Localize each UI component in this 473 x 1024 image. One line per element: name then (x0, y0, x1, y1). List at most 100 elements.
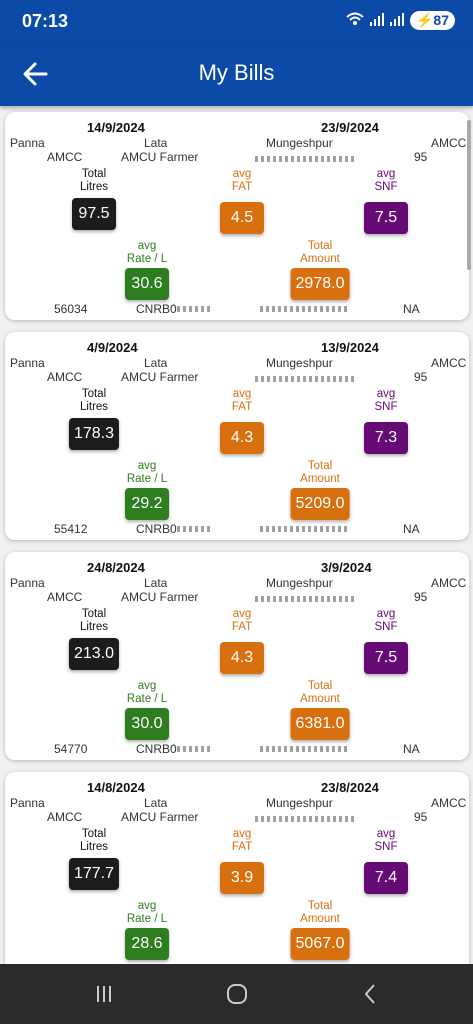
status-bar: 07:13 ⚡87 (0, 0, 473, 44)
total-amount-label-line2: Amount (300, 253, 340, 265)
bills-list[interactable]: 14/9/2024 23/9/2024 Panna Lata Mungeshpur AMC… (0, 106, 473, 964)
avg-fat-label-line1: avg (232, 168, 252, 180)
bill-card[interactable]: 14/8/2024 23/8/2024 Panna Lata Mungeshpur AMC… (5, 772, 469, 964)
avg-snf-value: 7.5 (364, 642, 408, 674)
bill-card[interactable]: 14/9/2024 23/9/2024 Panna Lata Mungeshpur AMC… (5, 112, 469, 320)
bank-code: CNRB0 (136, 302, 177, 316)
avg-snf-label-line2: SNF (374, 621, 398, 633)
avg-fat-value: 4.3 (220, 422, 264, 454)
bill-status: NA (403, 742, 420, 756)
bank-code: CNRB0 (136, 742, 177, 756)
bill-status: NA (403, 522, 420, 536)
total-amount-label-line2: Amount (300, 693, 340, 705)
total-litres-label-line1: Total (81, 828, 107, 840)
farmer-name: Lata (144, 136, 168, 150)
avg-rate-value: 30.0 (125, 708, 169, 740)
recent-apps-icon[interactable] (89, 980, 119, 1008)
total-amount-value: 2978.0 (290, 268, 350, 300)
village-name: Mungeshpur (266, 576, 333, 590)
scrollbar[interactable] (467, 120, 471, 270)
redacted-text (177, 526, 213, 532)
center-type: AMCC (431, 796, 467, 810)
avg-fat-label-line1: avg (232, 828, 252, 840)
avg-fat-label: avg FAT (232, 828, 252, 854)
avg-rate-label-line2: Rate / L (126, 473, 168, 485)
avg-fat-label-line1: avg (232, 608, 252, 620)
avg-snf-label-line2: SNF (374, 401, 398, 413)
center-name: Panna (10, 136, 45, 150)
avg-rate-label-line1: avg (137, 900, 157, 912)
avg-snf-label-line1: avg (376, 168, 396, 180)
system-nav-bar (0, 964, 473, 1024)
bill-to-date: 13/9/2024 (321, 340, 379, 355)
bill-id: 56034 (54, 302, 88, 316)
avg-snf-value: 7.4 (364, 862, 408, 894)
bill-to-date: 3/9/2024 (321, 560, 372, 575)
bill-from-date: 14/8/2024 (87, 780, 145, 795)
app-bar: My Bills (0, 44, 473, 106)
redacted-text (255, 156, 355, 162)
avg-fat-label-line1: avg (232, 388, 252, 400)
society-type: AMCC (47, 370, 83, 384)
avg-fat-label-line2: FAT (231, 401, 253, 413)
avg-fat-label-line2: FAT (231, 181, 253, 193)
total-litres-value: 177.7 (68, 858, 120, 890)
total-amount-label: Total Amount (300, 900, 340, 926)
avg-snf-value: 7.5 (364, 202, 408, 234)
total-amount-value: 6381.0 (290, 708, 350, 740)
home-icon[interactable] (222, 980, 252, 1008)
redacted-text (177, 746, 213, 752)
total-amount-label-line1: Total (307, 680, 333, 692)
avg-snf-label-line1: avg (376, 828, 396, 840)
avg-rate-label: avg Rate / L (127, 460, 167, 486)
total-litres-label-line1: Total (81, 388, 107, 400)
avg-fat-label: avg FAT (232, 168, 252, 194)
avg-rate-label: avg Rate / L (127, 680, 167, 706)
bill-card[interactable]: 24/8/2024 3/9/2024 Panna Lata Mungeshpur AMCC… (5, 552, 469, 760)
bill-from-date: 4/9/2024 (87, 340, 138, 355)
total-litres-label-line2: Litres (79, 621, 109, 633)
total-litres-label-line1: Total (81, 608, 107, 620)
avg-snf-label: avg SNF (375, 828, 398, 854)
avg-snf-label: avg SNF (375, 168, 398, 194)
total-litres-value: 97.5 (72, 198, 116, 230)
total-amount-label-line1: Total (307, 240, 333, 252)
avg-rate-value: 29.2 (125, 488, 169, 520)
avg-rate-label-line1: avg (137, 680, 157, 692)
bank-code: CNRB0 (136, 522, 177, 536)
avg-rate-label: avg Rate / L (127, 900, 167, 926)
avg-snf-label-line2: SNF (374, 841, 398, 853)
bill-card[interactable]: 4/9/2024 13/9/2024 Panna Lata Mungeshpur AMCC… (5, 332, 469, 540)
total-litres-label: Total Litres (80, 828, 108, 854)
center-type: AMCC (431, 136, 467, 150)
member-type: AMCU Farmer (121, 590, 199, 604)
redacted-text (260, 746, 350, 752)
total-litres-label-line2: Litres (79, 401, 109, 413)
total-amount-value: 5067.0 (290, 928, 350, 960)
avg-rate-label-line2: Rate / L (126, 253, 168, 265)
avg-rate-label-line2: Rate / L (126, 693, 168, 705)
center-name: Panna (10, 356, 45, 370)
back-arrow-icon[interactable] (20, 58, 52, 90)
battery-level: ⚡87 (409, 11, 455, 30)
member-type: AMCU Farmer (121, 150, 199, 164)
farmer-name: Lata (144, 796, 168, 810)
bill-from-date: 24/8/2024 (87, 560, 145, 575)
bill-id: 54770 (54, 742, 88, 756)
total-litres-value: 213.0 (68, 638, 120, 670)
avg-snf-label-line1: avg (376, 608, 396, 620)
member-code: 95 (414, 590, 428, 604)
avg-fat-label: avg FAT (232, 388, 252, 414)
village-name: Mungeshpur (266, 796, 333, 810)
signal-icon-2 (389, 12, 404, 29)
back-nav-icon[interactable] (355, 980, 385, 1008)
redacted-text (255, 816, 355, 822)
total-amount-label-line1: Total (307, 460, 333, 472)
avg-snf-label-line1: avg (376, 388, 396, 400)
avg-fat-label-line2: FAT (231, 621, 253, 633)
total-litres-label: Total Litres (80, 608, 108, 634)
total-litres-label: Total Litres (80, 168, 108, 194)
avg-rate-label-line1: avg (137, 240, 157, 252)
total-litres-label-line2: Litres (79, 181, 109, 193)
signal-icon (369, 12, 384, 29)
